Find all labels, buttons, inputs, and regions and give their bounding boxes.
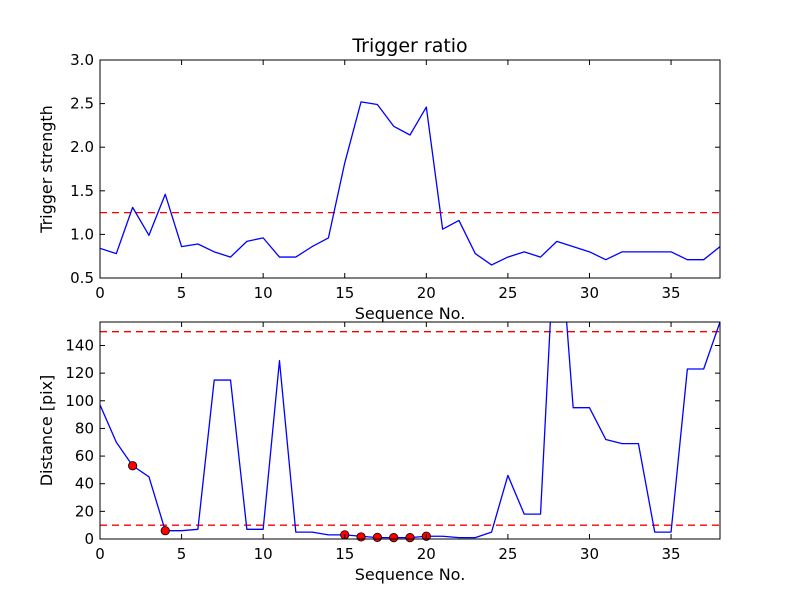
- trigger-ratio-plot: 0 5 10 15 20 25 30 35 0.5 1.0 1.5 2.0 2.5 3.0 Sequence…: [37, 35, 721, 323]
- x-tick-label: 35: [662, 545, 681, 563]
- y-tick-label: 80: [75, 419, 94, 437]
- y-tick-label: 2.5: [70, 95, 94, 113]
- series-line-0: [100, 101, 720, 266]
- x-tick-label: 10: [254, 284, 273, 302]
- y-axis-label: Trigger strength: [37, 105, 56, 234]
- x-axis-label: Sequence No.: [355, 565, 466, 584]
- x-tick-label: 20: [417, 284, 436, 302]
- x-tick-label: 20: [417, 545, 436, 563]
- x-tick-label: 30: [580, 545, 599, 563]
- x-tick-label: 5: [177, 284, 187, 302]
- series-line-0: [100, 322, 720, 539]
- y-tick-label: 3.0: [70, 51, 94, 69]
- y-tick-label: 100: [65, 392, 94, 410]
- plot-frame: [99, 321, 721, 540]
- y-tick-label: 2.0: [70, 138, 94, 156]
- data-point-marker: [389, 533, 399, 543]
- x-tick-label: 25: [498, 284, 517, 302]
- distance-plot: 0 5 10 15 20 25 30 35 0 20 40 60 80 100 120 140 Sequence…: [37, 321, 721, 584]
- y-tick-label: 20: [75, 502, 94, 520]
- y-tick-label: 60: [75, 447, 94, 465]
- x-tick-label: 25: [498, 545, 517, 563]
- x-axis-label: Sequence No.: [355, 304, 466, 323]
- data-point-marker: [405, 533, 415, 543]
- x-tick-label: 5: [177, 545, 187, 563]
- y-tick-label: 140: [65, 336, 94, 354]
- y-tick-label: 0.5: [70, 269, 94, 287]
- x-tick-label: 15: [335, 545, 354, 563]
- data-point-marker: [128, 461, 138, 471]
- y-tick-label: 1.0: [70, 225, 94, 243]
- data-point-marker: [372, 532, 382, 542]
- x-tick-label: 0: [95, 284, 105, 302]
- x-tick-label: 0: [95, 545, 105, 563]
- x-tick-label: 15: [335, 284, 354, 302]
- data-point-marker: [356, 532, 366, 542]
- y-axis-label: Distance [pix]: [37, 375, 56, 487]
- y-tick-label: 1.5: [70, 182, 94, 200]
- y-tick-label: 0: [84, 530, 94, 548]
- y-tick-label: 120: [65, 364, 94, 382]
- data-point-marker: [160, 526, 170, 536]
- x-tick-label: 35: [662, 284, 681, 302]
- x-tick-label: 10: [254, 545, 273, 563]
- chart-title: Trigger ratio: [351, 35, 467, 57]
- plot-frame: [99, 59, 721, 279]
- x-tick-label: 30: [580, 284, 599, 302]
- y-tick-label: 40: [75, 475, 94, 493]
